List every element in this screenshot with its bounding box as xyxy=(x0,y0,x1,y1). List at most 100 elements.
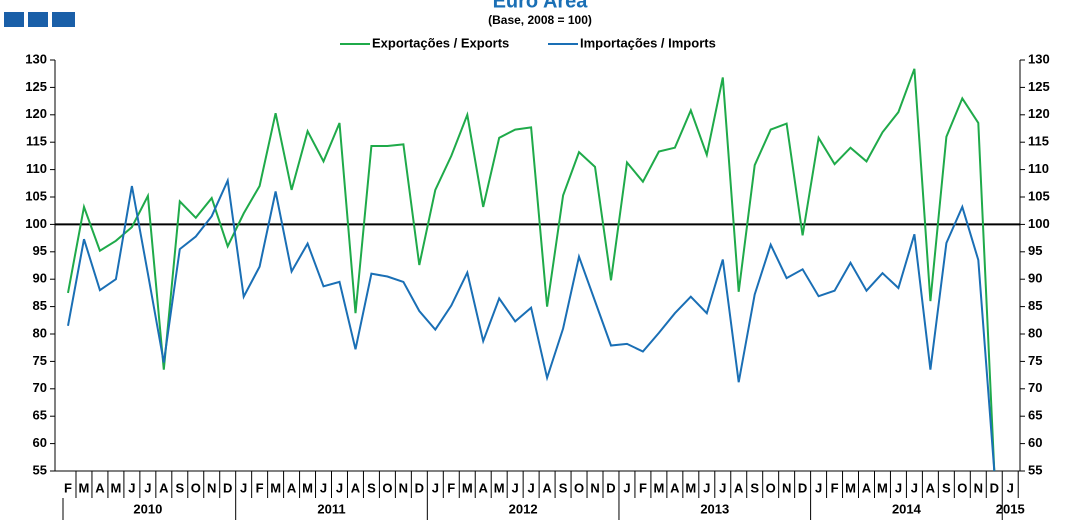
x-tick-label: A xyxy=(862,480,872,495)
x-tick-label: J xyxy=(815,480,822,495)
x-tick-label: J xyxy=(528,480,535,495)
x-tick-label: S xyxy=(367,480,376,495)
x-tick-label: A xyxy=(95,480,105,495)
y-tick-label: 55 xyxy=(33,462,47,477)
x-tick-label: M xyxy=(79,480,90,495)
x-tick-label: A xyxy=(734,480,744,495)
y2-tick-label: 105 xyxy=(1028,188,1050,203)
x-tick-label: F xyxy=(831,480,839,495)
y-tick-label: 110 xyxy=(26,161,47,176)
year-label: 2012 xyxy=(509,501,538,516)
x-tick-label: J xyxy=(1007,480,1014,495)
y-tick-label: 75 xyxy=(33,353,47,368)
x-tick-label: S xyxy=(750,480,759,495)
x-tick-label: J xyxy=(623,480,630,495)
x-tick-label: A xyxy=(670,480,680,495)
y2-tick-label: 110 xyxy=(1028,161,1049,176)
y2-tick-label: 60 xyxy=(1028,435,1042,450)
x-tick-label: M xyxy=(494,480,505,495)
logo-block xyxy=(28,12,48,27)
x-tick-label: O xyxy=(957,480,967,495)
x-tick-label: F xyxy=(256,480,264,495)
x-tick-label: F xyxy=(639,480,647,495)
x-tick-label: F xyxy=(64,480,72,495)
x-tick-label: N xyxy=(590,480,599,495)
x-tick-label: A xyxy=(479,480,489,495)
x-tick-label: A xyxy=(351,480,361,495)
y-tick-label: 65 xyxy=(33,408,47,423)
x-tick-label: D xyxy=(606,480,615,495)
y-tick-label: 95 xyxy=(33,243,47,258)
y2-tick-label: 120 xyxy=(1028,106,1050,121)
x-tick-label: J xyxy=(432,480,439,495)
y-tick-label: 105 xyxy=(25,188,47,203)
x-tick-label: M xyxy=(110,480,121,495)
legend-label: Importações / Imports xyxy=(580,35,716,50)
year-label: 2014 xyxy=(892,501,922,516)
x-tick-label: J xyxy=(512,480,519,495)
x-tick-label: A xyxy=(542,480,552,495)
y2-tick-label: 95 xyxy=(1028,243,1042,258)
x-tick-label: M xyxy=(653,480,664,495)
y-tick-label: 100 xyxy=(25,216,47,231)
year-label: 2013 xyxy=(700,501,729,516)
x-tick-label: S xyxy=(559,480,568,495)
x-tick-label: N xyxy=(974,480,983,495)
y-tick-label: 70 xyxy=(33,380,47,395)
y2-tick-label: 100 xyxy=(1028,216,1050,231)
x-tick-label: S xyxy=(942,480,951,495)
year-label: 2010 xyxy=(133,501,162,516)
year-label: 2015 xyxy=(996,501,1025,516)
logo-block xyxy=(52,12,75,27)
x-tick-label: J xyxy=(336,480,343,495)
x-tick-label: A xyxy=(926,480,936,495)
year-label: 2011 xyxy=(317,501,345,516)
y-tick-label: 80 xyxy=(33,325,47,340)
x-tick-label: M xyxy=(462,480,473,495)
x-tick-label: D xyxy=(415,480,424,495)
y2-tick-label: 130 xyxy=(1028,51,1050,66)
x-tick-label: O xyxy=(191,480,201,495)
x-tick-label: J xyxy=(895,480,902,495)
y-tick-label: 90 xyxy=(33,271,47,286)
chart-subtitle: (Base, 2008 = 100) xyxy=(488,13,592,27)
x-tick-label: F xyxy=(447,480,455,495)
y2-tick-label: 115 xyxy=(1028,134,1049,149)
x-tick-label: O xyxy=(382,480,392,495)
x-tick-label: M xyxy=(845,480,856,495)
y-tick-label: 130 xyxy=(25,51,47,66)
x-tick-label: A xyxy=(159,480,169,495)
x-tick-label: J xyxy=(128,480,135,495)
y-tick-label: 115 xyxy=(26,134,47,149)
x-tick-label: D xyxy=(798,480,807,495)
x-tick-label: O xyxy=(766,480,776,495)
y2-tick-label: 80 xyxy=(1028,325,1042,340)
x-tick-label: J xyxy=(144,480,151,495)
y-tick-label: 85 xyxy=(33,298,47,313)
x-tick-label: J xyxy=(240,480,247,495)
x-tick-label: A xyxy=(287,480,297,495)
x-tick-label: J xyxy=(320,480,327,495)
x-tick-label: M xyxy=(302,480,313,495)
x-tick-label: S xyxy=(175,480,184,495)
y2-tick-label: 70 xyxy=(1028,380,1042,395)
logo-block xyxy=(4,12,24,27)
y2-tick-label: 75 xyxy=(1028,353,1042,368)
series-line xyxy=(67,68,996,472)
chart-title: Euro Area xyxy=(493,0,589,12)
legend-label: Exportações / Exports xyxy=(372,35,509,50)
x-tick-label: M xyxy=(270,480,281,495)
x-tick-label: J xyxy=(703,480,710,495)
y-tick-label: 60 xyxy=(33,435,47,450)
y2-tick-label: 125 xyxy=(1028,79,1050,94)
x-tick-label: N xyxy=(782,480,791,495)
x-tick-label: D xyxy=(223,480,232,495)
y2-tick-label: 85 xyxy=(1028,298,1042,313)
x-tick-label: J xyxy=(911,480,918,495)
x-tick-label: J xyxy=(719,480,726,495)
x-tick-label: M xyxy=(685,480,696,495)
x-tick-label: N xyxy=(207,480,216,495)
x-tick-label: M xyxy=(877,480,888,495)
y2-tick-label: 55 xyxy=(1028,462,1042,477)
